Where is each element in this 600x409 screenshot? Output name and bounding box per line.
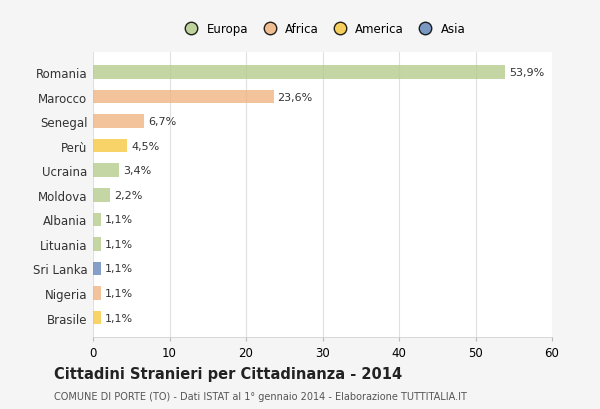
Text: 2,2%: 2,2% xyxy=(113,190,142,200)
Text: 4,5%: 4,5% xyxy=(131,142,160,151)
Bar xyxy=(93,238,101,251)
Bar xyxy=(93,164,119,178)
Bar xyxy=(93,311,101,324)
Text: 1,1%: 1,1% xyxy=(105,288,133,298)
Text: 1,1%: 1,1% xyxy=(105,313,133,323)
Bar xyxy=(93,262,101,276)
Bar xyxy=(93,213,101,227)
Bar xyxy=(93,66,505,80)
Legend: Europa, Africa, America, Asia: Europa, Africa, America, Asia xyxy=(176,19,469,39)
Bar xyxy=(93,90,274,104)
Text: 23,6%: 23,6% xyxy=(277,92,313,102)
Bar xyxy=(93,139,127,153)
Bar xyxy=(93,115,144,128)
Text: COMUNE DI PORTE (TO) - Dati ISTAT al 1° gennaio 2014 - Elaborazione TUTTITALIA.I: COMUNE DI PORTE (TO) - Dati ISTAT al 1° … xyxy=(54,391,467,401)
Text: 53,9%: 53,9% xyxy=(509,68,544,78)
Text: 6,7%: 6,7% xyxy=(148,117,176,127)
Text: 1,1%: 1,1% xyxy=(105,239,133,249)
Text: 3,4%: 3,4% xyxy=(123,166,151,176)
Bar xyxy=(93,189,110,202)
Bar xyxy=(93,287,101,300)
Text: Cittadini Stranieri per Cittadinanza - 2014: Cittadini Stranieri per Cittadinanza - 2… xyxy=(54,366,402,381)
Text: 1,1%: 1,1% xyxy=(105,215,133,225)
Text: 1,1%: 1,1% xyxy=(105,264,133,274)
